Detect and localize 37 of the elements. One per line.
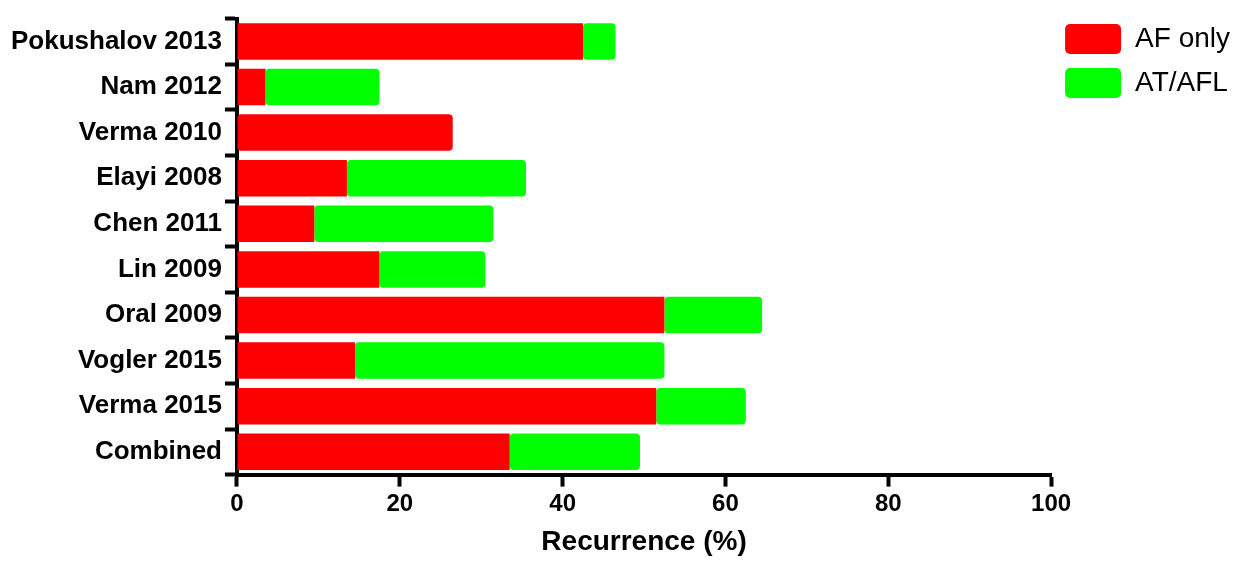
y-tick-label: Chen 2011	[93, 206, 222, 237]
bar	[509, 433, 640, 471]
bar	[237, 251, 380, 288]
y-tick-label: Nam 2012	[100, 70, 222, 101]
y-tick-label: Pokushalov 2013	[11, 24, 222, 55]
y-tick-label: Oral 2009	[104, 298, 222, 329]
y-tick-label: Combined	[94, 434, 222, 465]
bar	[265, 68, 380, 106]
x-tick-label: 100	[1031, 488, 1072, 516]
bar	[237, 68, 266, 106]
x-axis-title: Recurrence (%)	[541, 524, 747, 556]
bar	[314, 205, 494, 243]
y-tick-label: Elayi 2008	[96, 161, 222, 192]
bar	[379, 251, 486, 288]
bar	[355, 342, 665, 379]
bar	[237, 387, 657, 425]
bar	[656, 387, 746, 425]
bar	[237, 23, 583, 60]
x-tick-label: 20	[386, 488, 414, 516]
y-tick-label: Verma 2015	[78, 389, 222, 420]
y-tick-label: Verma 2010	[78, 115, 222, 146]
x-tick-label: 60	[712, 488, 739, 516]
x-tick-label: 40	[549, 488, 576, 516]
bar	[237, 296, 665, 334]
legend-label: AT/AFL	[1135, 65, 1228, 97]
bar	[664, 296, 763, 334]
y-tick-label: Lin 2009	[117, 252, 222, 283]
legend-label: AF only	[1135, 21, 1231, 53]
bar	[582, 23, 616, 60]
bar	[237, 114, 453, 151]
bar	[237, 342, 356, 379]
bar	[346, 159, 526, 197]
x-tick-label: 0	[230, 488, 244, 516]
y-tick-label: Vogler 2015	[77, 343, 222, 374]
x-tick-label: 80	[874, 488, 902, 516]
bar	[237, 205, 315, 243]
bar	[237, 159, 347, 197]
